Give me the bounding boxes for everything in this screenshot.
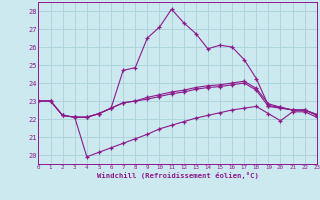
X-axis label: Windchill (Refroidissement éolien,°C): Windchill (Refroidissement éolien,°C) [97, 172, 259, 179]
